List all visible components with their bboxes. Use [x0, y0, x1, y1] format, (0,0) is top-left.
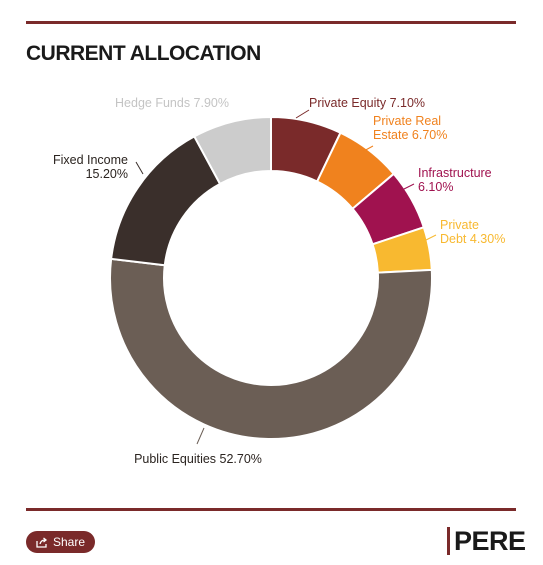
logo-bar — [447, 527, 450, 555]
share-label: Share — [52, 535, 86, 549]
leader-line-private-debt — [425, 234, 437, 241]
donut-chart: Private Equity 7.10% Private Real Estate 6… — [53, 96, 505, 466]
leader-line-infrastructure — [401, 183, 415, 191]
chart-title: CURRENT ALLOCATION — [26, 42, 261, 65]
leader-line-private-real-estate — [361, 145, 374, 153]
leader-line-public-equities — [196, 427, 205, 445]
logo-text: PERE — [454, 526, 526, 556]
leader-line-private-equity — [295, 109, 310, 119]
data-label-fixed-income: Fixed Income 15.20% — [53, 153, 128, 181]
data-label-infrastructure: Infrastructure 6.10% — [418, 166, 492, 194]
data-label-private-equity: Private Equity 7.10% — [309, 96, 425, 110]
share-button[interactable]: Share — [26, 531, 95, 553]
leader-line-fixed-income — [135, 161, 144, 175]
bottom-divider — [26, 508, 516, 511]
data-label-private-real-estate: Private Real Estate 6.70% — [373, 114, 447, 142]
data-label-public-equities: Public Equities 52.70% — [134, 452, 262, 466]
share-icon — [36, 536, 48, 548]
top-divider — [26, 21, 516, 24]
slice-hedge-funds[interactable] — [192, 115, 272, 186]
data-label-hedge-funds: Hedge Funds 7.90% — [115, 96, 229, 110]
pere-logo: PERE — [447, 526, 526, 556]
data-label-private-debt: Private Debt 4.30% — [440, 218, 505, 246]
slice-public-equities[interactable] — [109, 257, 433, 440]
